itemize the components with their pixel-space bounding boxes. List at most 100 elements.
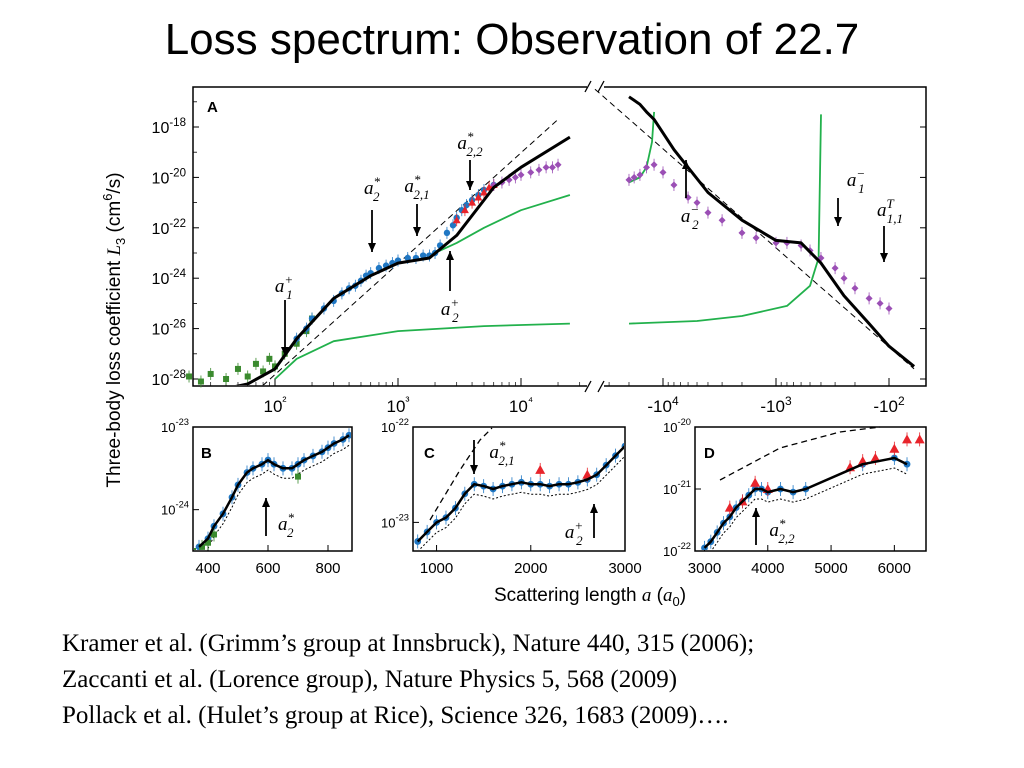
theory-curve: [198, 434, 350, 548]
x-tick-label: 3000: [688, 560, 721, 577]
reference-3: Pollack et al. (Hulet’s group at Rice), …: [62, 702, 729, 729]
data-point-red: [582, 469, 593, 479]
reference-dotted-curve: [205, 444, 350, 550]
data-point-green: [223, 376, 230, 382]
data-point-green: [194, 548, 196, 550]
panel-d-label: D: [704, 445, 715, 462]
annotation-c-a21-star: a* 2,1: [489, 438, 514, 468]
annotation-a1-plus: a+ 1: [275, 272, 293, 302]
annotation-a2-minus: a− 2: [681, 202, 699, 232]
data-point-green: [205, 539, 211, 546]
y-tick-label: 10-22: [663, 541, 691, 559]
x-tick-label: 3000: [608, 560, 641, 577]
reference-dotted-curve: [418, 456, 624, 550]
envelope-dashed-positive: [262, 119, 559, 385]
x-tick-label: 5000: [814, 560, 847, 577]
data-point-purple: [704, 209, 712, 217]
y-tick-label: 10-21: [663, 479, 691, 497]
data-point-red: [479, 188, 488, 196]
arrow-a2-star-head: [368, 243, 376, 252]
data-point-purple: [625, 176, 633, 184]
annotation-a1-minus: a− 1: [847, 166, 865, 196]
data-point-red: [724, 502, 735, 512]
data-point-red: [902, 434, 913, 444]
data-point-purple: [554, 161, 562, 169]
data-point-green: [211, 531, 217, 538]
envelope-dashed-c: [429, 427, 493, 521]
arrow-a1-minus-head: [834, 217, 842, 226]
data-point-purple: [840, 274, 848, 282]
y-tick-label: 10-20: [663, 417, 691, 435]
panel-a-label: A: [207, 99, 218, 116]
data-point-purple: [527, 168, 535, 176]
data-point-purple: [693, 199, 701, 207]
arrow-a22-star-head: [466, 181, 474, 190]
references: Kramer et al. (Grimm’s group at Innsbruc…: [62, 626, 1012, 734]
data-point-red: [889, 443, 900, 453]
x-tick-label: 1000: [420, 560, 453, 577]
data-point-blue: [443, 229, 451, 237]
data-point-blue: [449, 222, 457, 229]
annotation-c-a2-plus: a+ 2: [565, 518, 583, 548]
green-curve-positive-lower: [274, 322, 570, 380]
data-point-purple: [738, 229, 746, 237]
data-point-purple: [542, 163, 550, 171]
x-tick-label: 2000: [514, 560, 547, 577]
theory-curve: [703, 456, 908, 549]
panel-b-label: B: [201, 445, 212, 462]
data-point-purple: [642, 163, 650, 171]
panel-c-frame: [412, 426, 626, 552]
x-tick-label: -104: [647, 394, 679, 416]
data-point-red: [460, 206, 469, 214]
y-tick-label: 10-28: [152, 369, 186, 389]
x-tick-label: 10²: [264, 394, 287, 416]
data-point-green: [266, 355, 273, 362]
x-tick-label: 800: [315, 560, 340, 577]
axis-break: [587, 80, 604, 394]
data-point-green: [234, 365, 241, 372]
annotation-d-a22-star: a* 2,2: [769, 516, 795, 546]
data-point-red: [750, 477, 761, 487]
arrow-a2-plus-head: [446, 251, 454, 260]
data-point-green: [252, 360, 259, 367]
data-point-purple: [636, 171, 644, 179]
green-curve-negative-lower: [628, 114, 822, 325]
panel-c-label: C: [424, 445, 435, 462]
data-point-purple: [630, 173, 638, 181]
x-tick-label: 400: [195, 560, 220, 577]
data-point-green: [197, 378, 204, 385]
data-point-red: [535, 464, 546, 474]
data-point-purple: [535, 166, 543, 174]
reference-1: Kramer et al. (Grimm’s group at Innsbruc…: [62, 630, 755, 657]
data-point-purple: [517, 171, 525, 179]
y-tick-label: 10-26: [152, 319, 186, 339]
arrow-a2-minus-head: [682, 160, 690, 169]
theory-curve: [416, 445, 624, 543]
x-tick-label: 10⁴: [509, 394, 533, 416]
y-tick-label: 10-23: [381, 512, 409, 530]
annotation-a22-star: a* 2,2: [457, 129, 483, 159]
x-tick-label: 6000: [878, 560, 911, 577]
data-point-red: [914, 434, 925, 444]
arrow-a21-star-head: [413, 227, 421, 236]
x-tick-label: 600: [255, 560, 280, 577]
data-point-purple: [865, 294, 873, 302]
data-point-green: [186, 373, 193, 380]
annotation-a11-T: aT 1,1: [877, 196, 903, 226]
x-tick-label: 10³: [387, 394, 410, 416]
arrow-a11-T-head: [880, 253, 888, 262]
data-point-purple: [851, 284, 859, 292]
annotation-b-a2-star: a* 2: [278, 510, 295, 540]
arrow-b-a2-star-head: [262, 498, 270, 507]
axis-break-marks: [584, 80, 605, 393]
slide-title: Loss spectrum: Observation of 22.7: [164, 15, 860, 64]
green-curve-positive-upper: [429, 194, 571, 257]
data-point-purple: [670, 181, 678, 189]
data-point-blue: [404, 254, 411, 262]
data-point-red: [452, 216, 461, 224]
data-point-purple: [831, 264, 839, 272]
data-point-purple: [718, 216, 726, 224]
x-axis-label: Scattering length a (a0): [494, 585, 686, 609]
data-point-purple: [876, 299, 884, 307]
